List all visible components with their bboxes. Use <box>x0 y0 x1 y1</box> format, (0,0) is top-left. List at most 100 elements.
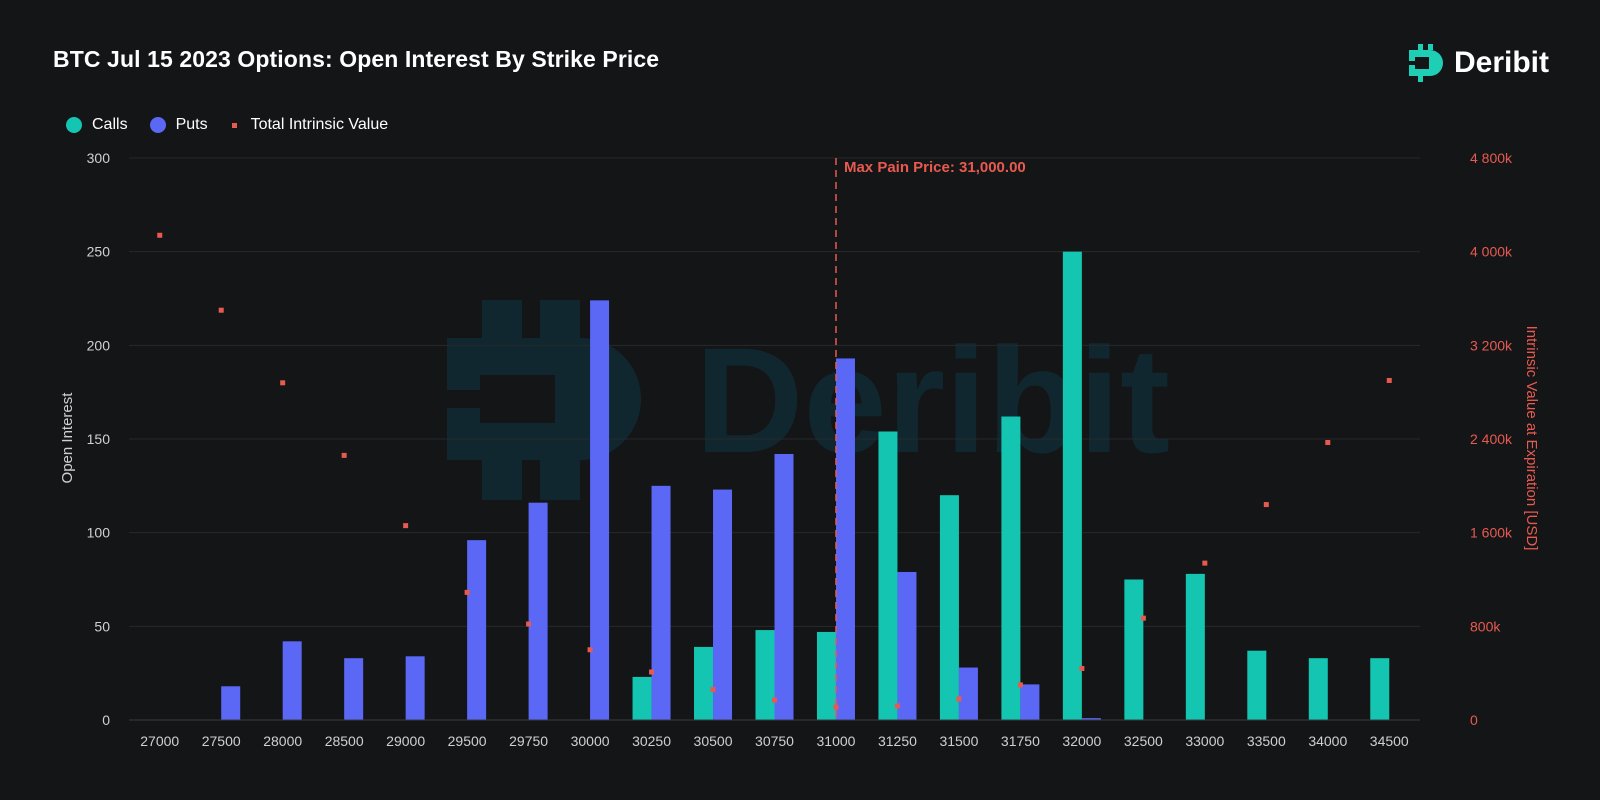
intrinsic-value-point[interactable] <box>1079 665 1085 671</box>
x-tick-label: 28000 <box>263 733 302 749</box>
puts-bar[interactable] <box>528 502 548 720</box>
x-tick-label: 29750 <box>509 733 548 749</box>
intrinsic-value-point[interactable] <box>894 703 900 709</box>
legend-item-calls[interactable]: Calls <box>66 116 128 134</box>
intrinsic-value-point[interactable] <box>833 704 839 710</box>
intrinsic-value-point[interactable] <box>1386 377 1392 383</box>
calls-bar[interactable] <box>694 646 714 720</box>
x-tick-label: 27000 <box>140 733 179 749</box>
y-tick-label: 200 <box>87 337 111 353</box>
puts-bar[interactable] <box>590 300 610 720</box>
puts-swatch-icon <box>149 117 166 133</box>
intrinsic-value-point[interactable] <box>1017 682 1023 688</box>
x-tick-label: 30000 <box>571 733 610 749</box>
watermark-logo: Deribit <box>447 300 1170 500</box>
puts-bar[interactable] <box>651 485 671 720</box>
puts-bar[interactable] <box>1081 718 1101 720</box>
intrinsic-value-point[interactable] <box>649 669 655 675</box>
y2-tick-label: 800k <box>1470 618 1501 634</box>
intrinsic-points <box>157 232 1392 710</box>
x-tick-label: 29000 <box>386 733 425 749</box>
y2-tick-label: 3 200k <box>1470 337 1513 353</box>
calls-bar[interactable] <box>939 495 959 720</box>
axes: 0 50 100 150 200 250 300 0 800k 1 600k 2 400k 3 200… <box>87 150 1513 749</box>
intrinsic-value-point[interactable] <box>710 687 716 693</box>
calls-bar[interactable] <box>755 630 775 720</box>
legend-item-puts[interactable]: Puts <box>149 116 208 134</box>
intrinsic-value-swatch-icon <box>231 122 237 128</box>
y-tick-label: 0 <box>102 712 110 728</box>
y-axis-label: Open Interest <box>59 392 76 484</box>
x-tick-label: 31500 <box>939 733 978 749</box>
puts-bar[interactable] <box>713 489 733 720</box>
calls-bar[interactable] <box>1124 579 1144 721</box>
y2-tick-label: 0 <box>1470 712 1478 728</box>
deribit-logo-icon <box>1409 44 1443 82</box>
calls-bar[interactable] <box>1062 251 1082 720</box>
y2-tick-label: 2 400k <box>1470 431 1513 447</box>
puts-bar[interactable] <box>282 641 302 720</box>
x-tick-label: 28500 <box>325 733 364 749</box>
x-tick-label: 33000 <box>1185 733 1224 749</box>
y-tick-label: 150 <box>87 431 111 447</box>
legend-label-puts: Puts <box>175 116 208 133</box>
y2-tick-label: 1 600k <box>1470 525 1513 541</box>
intrinsic-value-point[interactable] <box>1325 440 1331 446</box>
calls-bar[interactable] <box>1185 573 1205 720</box>
intrinsic-value-point[interactable] <box>1263 502 1269 508</box>
puts-bar[interactable] <box>774 453 794 720</box>
intrinsic-value-point[interactable] <box>403 523 409 529</box>
legend-label-calls: Calls <box>92 116 128 133</box>
puts-bar[interactable] <box>221 686 241 720</box>
x-tick-label: 30750 <box>755 733 794 749</box>
intrinsic-value-point[interactable] <box>218 307 224 313</box>
max-pain-label: Max Pain Price: 31,000.00 <box>844 159 1026 176</box>
intrinsic-value-point[interactable] <box>587 647 593 653</box>
y-tick-label: 300 <box>87 150 111 166</box>
puts-bar[interactable] <box>835 358 855 720</box>
calls-bar[interactable] <box>1001 416 1021 720</box>
legend-label-intrinsic-value: Total Intrinsic Value <box>250 116 389 133</box>
puts-bar[interactable] <box>1020 684 1040 720</box>
puts-bar[interactable] <box>344 658 364 720</box>
legend: Calls Puts Total Intrinsic Value <box>66 116 410 134</box>
calls-bar[interactable] <box>1247 650 1267 720</box>
x-tick-label: 31250 <box>878 733 917 749</box>
calls-bar[interactable] <box>1370 658 1390 720</box>
x-tick-label: 29500 <box>448 733 487 749</box>
intrinsic-value-point[interactable] <box>464 589 470 595</box>
x-tick-label: 32500 <box>1124 733 1163 749</box>
intrinsic-value-point[interactable] <box>1202 560 1208 566</box>
brand-name: Deribit <box>1454 46 1550 79</box>
puts-bar[interactable] <box>897 572 917 720</box>
svg-text:Deribit: Deribit <box>695 316 1170 484</box>
y2-tick-label: 4 800k <box>1470 150 1513 166</box>
intrinsic-value-point[interactable] <box>280 380 286 386</box>
calls-bar[interactable] <box>816 631 836 720</box>
x-tick-label: 30500 <box>694 733 733 749</box>
y-tick-label: 250 <box>87 244 111 260</box>
puts-bar[interactable] <box>405 656 425 720</box>
intrinsic-value-point[interactable] <box>772 697 777 703</box>
intrinsic-value-point[interactable] <box>526 621 532 627</box>
calls-bar[interactable] <box>632 676 652 720</box>
x-tick-label: 34500 <box>1370 733 1409 749</box>
x-tick-label: 33500 <box>1247 733 1286 749</box>
calls-bar[interactable] <box>1308 658 1328 720</box>
intrinsic-value-point[interactable] <box>1140 615 1146 621</box>
intrinsic-value-point[interactable] <box>956 696 962 702</box>
intrinsic-value-point[interactable] <box>157 232 163 238</box>
y-tick-label: 100 <box>87 525 111 541</box>
x-tick-label: 34000 <box>1308 733 1347 749</box>
puts-bar[interactable] <box>958 667 978 720</box>
x-tick-label: 31000 <box>817 733 856 749</box>
puts-bar[interactable] <box>467 540 487 720</box>
x-tick-label: 27500 <box>202 733 241 749</box>
bars <box>221 251 1390 721</box>
y2-tick-label: 4 000k <box>1470 244 1513 260</box>
y-tick-label: 50 <box>94 618 110 634</box>
legend-item-intrinsic-value[interactable]: Total Intrinsic Value <box>230 116 389 134</box>
x-tick-label: 31750 <box>1001 733 1040 749</box>
intrinsic-value-point[interactable] <box>341 452 347 458</box>
calls-bar[interactable] <box>878 431 898 720</box>
